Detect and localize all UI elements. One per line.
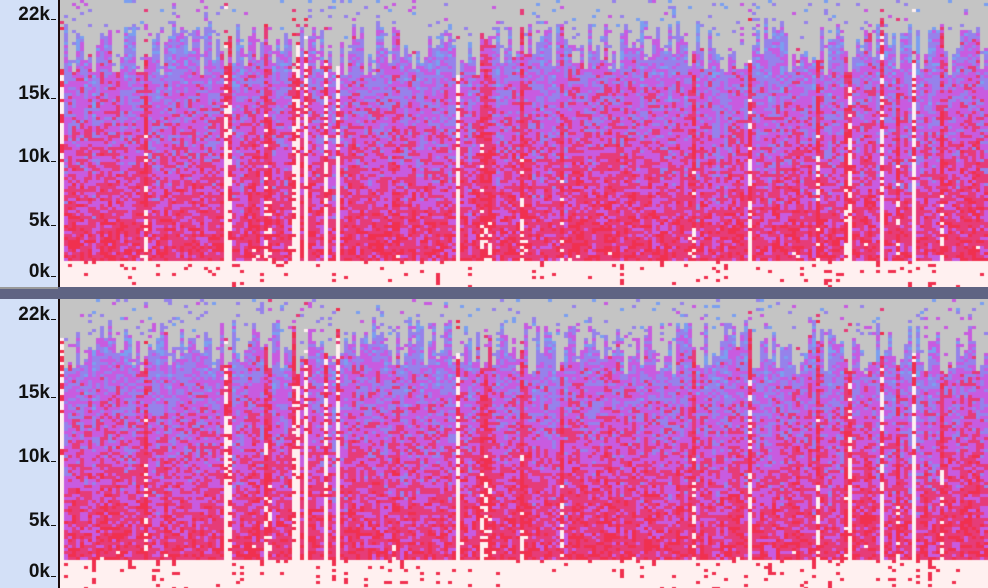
track-separator[interactable]	[0, 287, 988, 299]
freq-tick: 0k	[29, 262, 56, 281]
track-right-channel[interactable]: 22k 15k 10k 5k 0k	[0, 299, 988, 588]
freq-tick: 22k	[18, 5, 56, 24]
freq-tick: 5k	[29, 511, 56, 530]
freq-tick: 0k	[29, 562, 56, 581]
frequency-ruler: 22k 15k 10k 5k 0k	[0, 299, 60, 588]
freq-tick: 10k	[18, 147, 56, 166]
freq-tick: 10k	[18, 447, 56, 466]
track-left-channel[interactable]: 22k 15k 10k 5k 0k	[0, 0, 988, 287]
frequency-ruler: 22k 15k 10k 5k 0k	[0, 0, 60, 287]
freq-tick: 5k	[29, 211, 56, 230]
spectrogram-canvas[interactable]	[60, 299, 988, 588]
freq-tick: 15k	[18, 383, 56, 402]
freq-tick: 22k	[18, 305, 56, 324]
freq-tick: 15k	[18, 84, 56, 103]
spectrogram-canvas[interactable]	[60, 0, 988, 287]
